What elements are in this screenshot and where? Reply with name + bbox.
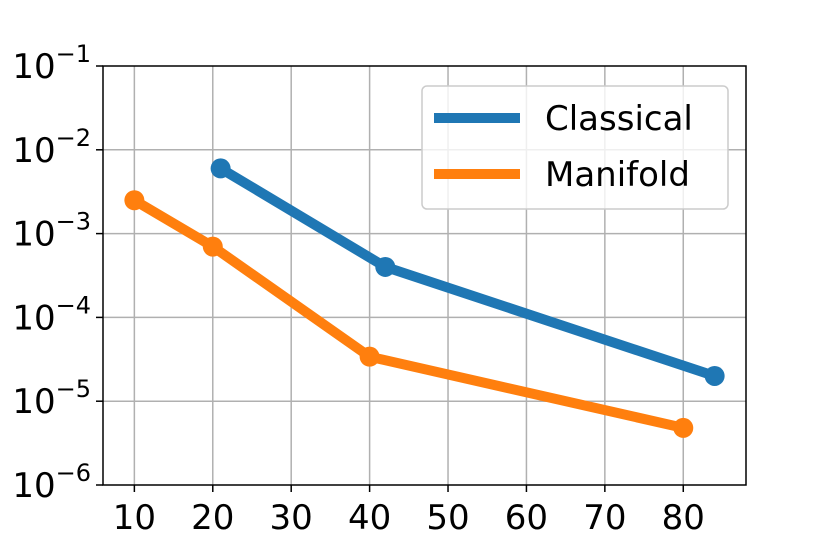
data-point-manifold bbox=[124, 190, 145, 211]
y-tick-exponent: −2 bbox=[56, 124, 91, 152]
y-tick-label: 10−4 bbox=[12, 291, 91, 338]
y-tick-base: 10 bbox=[12, 298, 55, 338]
y-tick-label: 10−2 bbox=[12, 124, 91, 171]
y-tick-label: 10−6 bbox=[12, 459, 91, 506]
y-tick-label: 10−1 bbox=[12, 40, 91, 87]
x-tick-label: 70 bbox=[583, 498, 626, 538]
series-layer bbox=[124, 158, 725, 438]
y-tick-base: 10 bbox=[12, 47, 55, 87]
x-tick-label: 30 bbox=[270, 498, 313, 538]
y-tick-label: 10−5 bbox=[12, 375, 91, 422]
y-tick-exponent: −4 bbox=[56, 291, 91, 319]
x-tick-label: 10 bbox=[113, 498, 156, 538]
data-point-manifold bbox=[359, 346, 380, 367]
legend: Classical Manifold bbox=[421, 85, 729, 210]
data-point-classical bbox=[704, 365, 725, 386]
y-tick-base: 10 bbox=[12, 466, 55, 506]
legend-label-manifold: Manifold bbox=[545, 155, 690, 195]
x-tick-label: 20 bbox=[191, 498, 234, 538]
y-tick-label: 10−3 bbox=[12, 208, 91, 255]
y-tick-exponent: −6 bbox=[56, 459, 91, 487]
y-tick-exponent: −1 bbox=[56, 40, 91, 68]
series-line-manifold bbox=[131, 195, 685, 433]
x-tick-label: 60 bbox=[505, 498, 548, 538]
y-tick-exponent: −3 bbox=[56, 208, 91, 236]
legend-label-classical: Classical bbox=[545, 99, 693, 139]
plot-area-frame bbox=[102, 65, 747, 486]
x-tick-label: 40 bbox=[348, 498, 391, 538]
y-tick-base: 10 bbox=[12, 382, 55, 422]
x-tick-label: 80 bbox=[662, 498, 705, 538]
y-tick-base: 10 bbox=[12, 215, 55, 255]
data-point-manifold bbox=[202, 236, 223, 257]
x-tick-label: 50 bbox=[426, 498, 469, 538]
y-tick-base: 10 bbox=[12, 131, 55, 171]
data-point-classical bbox=[210, 158, 231, 179]
data-point-manifold bbox=[673, 417, 694, 438]
data-point-classical bbox=[375, 256, 396, 277]
y-tick-exponent: −5 bbox=[56, 375, 91, 403]
